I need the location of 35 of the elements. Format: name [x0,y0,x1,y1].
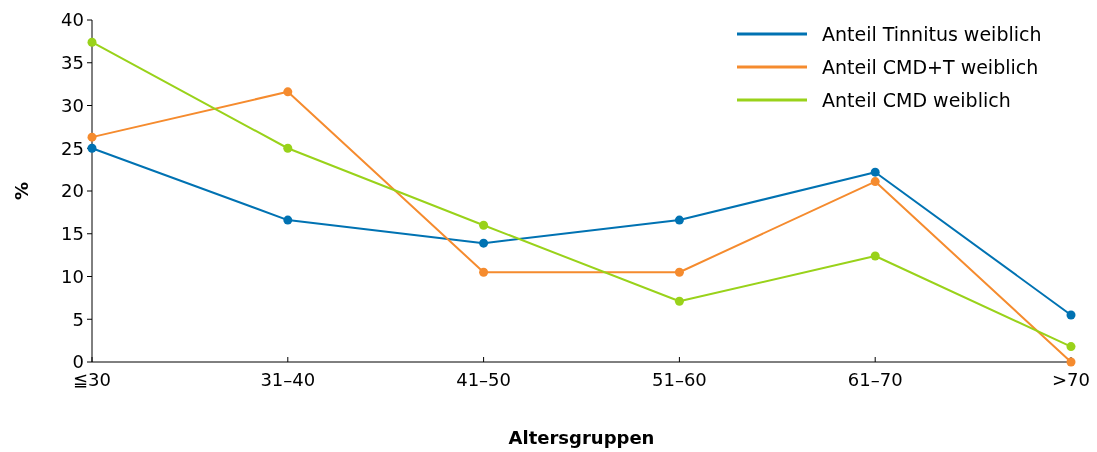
point [674,296,684,306]
y-tick-label: 40 [61,9,84,31]
point [870,177,880,187]
x-tick-label: 41–50 [456,369,512,390]
point [674,267,684,277]
point [87,37,97,47]
point [1066,342,1076,352]
point [479,220,489,230]
point [283,87,293,97]
point [674,215,684,225]
point [1066,310,1076,320]
legend-label: Anteil CMD+T weiblich [822,55,1039,78]
y-tick-label: 10 [61,265,84,287]
point [870,167,880,177]
point [283,143,293,153]
x-tick-label: 51–60 [651,369,707,390]
y-tick-label: 15 [61,223,84,245]
legend-label: Anteil Tinnitus weiblich [822,22,1042,45]
point [87,143,97,153]
x-tick-label: 61–70 [847,369,903,390]
point [87,132,97,142]
y-tick-label: 20 [61,180,84,202]
y-tick-label: 35 [61,52,84,74]
y-axis-title: % [11,181,32,201]
point [283,215,293,225]
x-tick-label: >70 [1052,369,1090,390]
y-tick-label: 25 [61,137,84,159]
x-axis-title: Altersgruppen [508,427,655,448]
point [870,251,880,261]
point [479,267,489,277]
legend-label: Anteil CMD weiblich [822,88,1011,111]
y-tick-label: 30 [61,94,84,116]
y-tick-label: 5 [72,308,84,330]
x-tick-label: 31–40 [260,369,316,390]
point [479,238,489,248]
